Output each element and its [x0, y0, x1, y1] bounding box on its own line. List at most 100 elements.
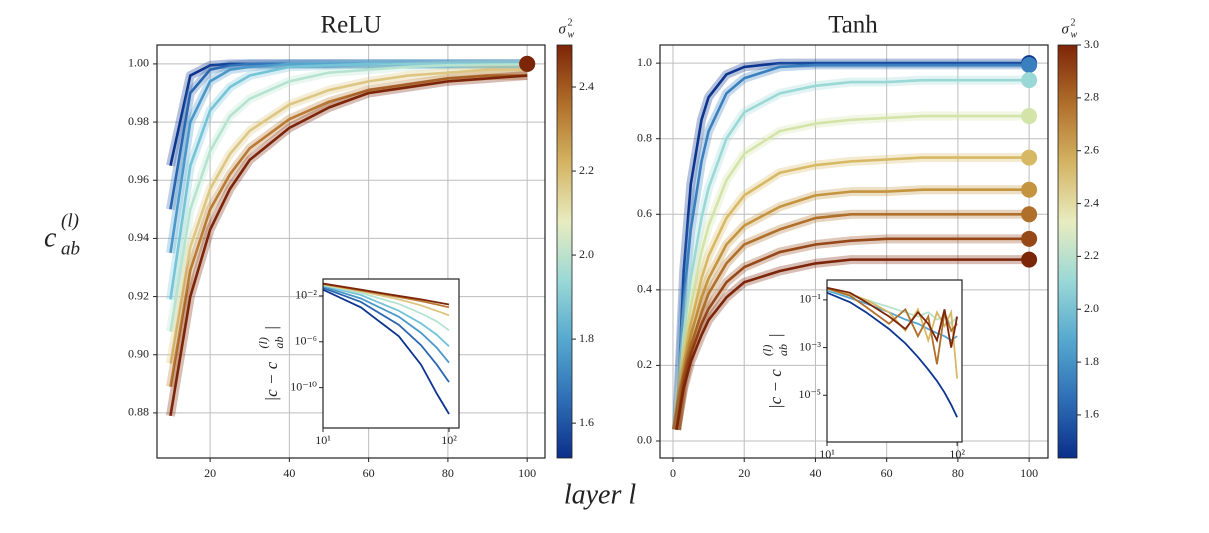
fixed-point-marker [1021, 72, 1038, 89]
inset-y-label-superscript: (l) [760, 345, 774, 356]
y-tick-label: 0.8 [637, 130, 652, 144]
colorbar [556, 44, 573, 459]
inset-y-tick-label: 10⁻⁶ [294, 334, 317, 348]
inset-y-label-subscript: ab [776, 344, 790, 356]
inset-line [323, 282, 450, 306]
x-tick-label: 100 [518, 466, 536, 480]
y-tick-label: 1.00 [128, 56, 149, 70]
colorbar-tick-label: 2.6 [1084, 142, 1099, 156]
colorbar-label-superscript: 2 [568, 17, 573, 28]
y-tick-label: 0.92 [128, 288, 149, 302]
colorbar-tick-label: 2.8 [1084, 90, 1099, 104]
inset-y-tick-label: 10⁻² [295, 288, 317, 302]
colorbar-tick-label: 3.0 [1084, 37, 1099, 51]
inset-lines [323, 282, 450, 415]
x-tick-label: 80 [442, 466, 454, 480]
colorbar-tick-label: 1.6 [579, 415, 594, 429]
x-tick-label: 60 [881, 466, 893, 480]
inset-line [827, 286, 959, 348]
colorbar-tick-label: 2.2 [579, 163, 594, 177]
colorbar-label-subscript: w [1071, 29, 1078, 40]
fixed-point-marker [1021, 230, 1038, 247]
colorbar-label-subscript: w [568, 29, 575, 40]
inset-background [827, 280, 962, 442]
inset-x-tick-label: 10² [949, 447, 965, 461]
inset-y-label-suffix: | [766, 334, 785, 337]
y-tick-label: 0.96 [128, 172, 149, 186]
fixed-point-marker [1021, 57, 1038, 74]
x-tick-label: 80 [952, 466, 964, 480]
inset-y-label: |c − c (l) ab | [256, 326, 286, 401]
line [169, 62, 528, 300]
inset-line [323, 284, 450, 347]
fixed-point-marker [519, 55, 536, 72]
y-axis-label-base: c [44, 222, 57, 253]
y-tick-label: 0.88 [128, 405, 149, 419]
colorbar-tick-label: 2.0 [579, 247, 594, 261]
y-tick-label: 0.4 [637, 282, 652, 296]
line [675, 78, 1030, 430]
line [675, 212, 1030, 430]
line [169, 63, 528, 332]
inset-y-label-subscript: ab [272, 337, 286, 349]
line [675, 114, 1030, 430]
colorbar-tick-label: 2.2 [1084, 248, 1099, 262]
line [675, 61, 1030, 430]
inset-frame [826, 279, 963, 443]
y-tick-label: 0.2 [637, 357, 652, 371]
line [675, 237, 1030, 430]
inset-frame [322, 278, 460, 429]
x-tick-label: 0 [670, 466, 676, 480]
colorbar-tick-label: 1.6 [1084, 407, 1099, 421]
inset-y-label-superscript: (l) [256, 337, 270, 348]
colorbar-tick-label: 2.4 [579, 79, 594, 93]
line [169, 74, 528, 387]
line [169, 68, 528, 364]
line [675, 258, 1030, 430]
inset-lines [827, 286, 959, 418]
y-axis-label-subscript: ab [61, 238, 80, 259]
inset-y-label-suffix: | [262, 326, 281, 329]
x-tick-label: 100 [1020, 466, 1038, 480]
line [675, 156, 1030, 430]
x-axis-label: layer l [564, 479, 637, 510]
inset-line [323, 288, 450, 415]
inset-x-tick-label: 10¹ [315, 433, 331, 447]
line [169, 74, 528, 417]
y-tick-label: 0.0 [637, 433, 652, 447]
chart-title: ReLU [320, 12, 381, 39]
axes-frame [659, 44, 1049, 459]
inset-y-tick-label: 10⁻³ [799, 339, 821, 353]
fixed-point-marker [1021, 149, 1038, 166]
y-tick-label: 1.0 [637, 55, 652, 69]
x-tick-label: 40 [809, 466, 821, 480]
inset-line [323, 285, 450, 364]
colorbar-label-base: σ [1062, 21, 1070, 37]
fixed-point-marker [1021, 108, 1038, 125]
y-axis-label-superscript: (l) [61, 210, 79, 231]
colorbar-label-base: σ [559, 21, 567, 37]
line [675, 188, 1030, 430]
y-tick-label: 0.90 [128, 347, 149, 361]
inset-y-tick-label: 10⁻¹⁰ [290, 379, 317, 393]
inset-line [827, 291, 958, 418]
y-tick-label: 0.98 [128, 114, 149, 128]
colorbar-tick-label: 2.0 [1084, 301, 1099, 315]
line [675, 63, 1030, 430]
inset-y-label: |c − c (l) ab | [760, 334, 790, 409]
inset-line [323, 287, 450, 383]
y-tick-label: 0.94 [128, 230, 149, 244]
colorbar-tick-label: 2.4 [1084, 195, 1099, 209]
fixed-point-marker [1021, 251, 1038, 268]
axes-frame [156, 44, 546, 459]
inset-line [827, 289, 958, 342]
x-tick-label: 60 [363, 466, 375, 480]
x-tick-label: 20 [204, 466, 216, 480]
inset-y-tick-label: 10⁻¹ [799, 292, 821, 306]
chart-title: Tanh [828, 12, 878, 39]
inset-y-label-prefix: |c − c [766, 369, 785, 409]
colorbar-tick-label: 1.8 [1084, 354, 1099, 368]
colorbar [1057, 44, 1078, 459]
